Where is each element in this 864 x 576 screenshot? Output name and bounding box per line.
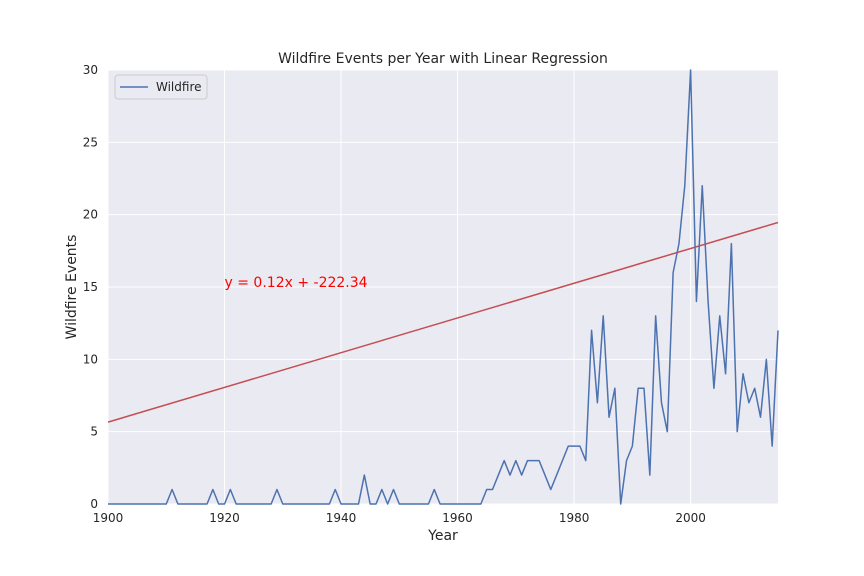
x-tick-label: 2000 xyxy=(675,511,706,525)
y-tick-label: 5 xyxy=(90,425,98,439)
series-line-wildfire xyxy=(108,69,779,505)
legend: Wildfire xyxy=(114,74,208,100)
x-tick-label: 1920 xyxy=(209,511,240,525)
y-tick-label: 10 xyxy=(83,352,98,366)
y-axis-label: Wildfire Events xyxy=(64,235,80,340)
regression-equation: y = 0.12x + -222.34 xyxy=(225,275,368,291)
y-tick-label: 25 xyxy=(83,135,98,149)
x-axis-label: Year xyxy=(427,528,458,544)
legend-box xyxy=(114,74,208,100)
x-tick-labels: 1900 1920 1940 1960 1980 2000 xyxy=(93,511,706,525)
x-tick-label: 1900 xyxy=(93,511,124,525)
y-tick-label: 20 xyxy=(83,208,98,222)
x-tick-label: 1960 xyxy=(442,511,473,525)
series-layer xyxy=(108,69,779,505)
y-tick-label: 15 xyxy=(83,280,98,294)
regression-layer xyxy=(107,221,779,423)
y-tick-labels: 0 5 10 15 20 25 30 xyxy=(83,63,98,511)
legend-label-wildfire: Wildfire xyxy=(156,80,202,94)
regression-line xyxy=(107,221,779,423)
x-tick-label: 1980 xyxy=(559,511,590,525)
y-tick-label: 30 xyxy=(83,63,98,77)
y-tick-label: 0 xyxy=(90,497,98,511)
x-tick-label: 1940 xyxy=(326,511,357,525)
chart-title: Wildfire Events per Year with Linear Reg… xyxy=(278,51,608,67)
grid-lines xyxy=(107,69,778,505)
